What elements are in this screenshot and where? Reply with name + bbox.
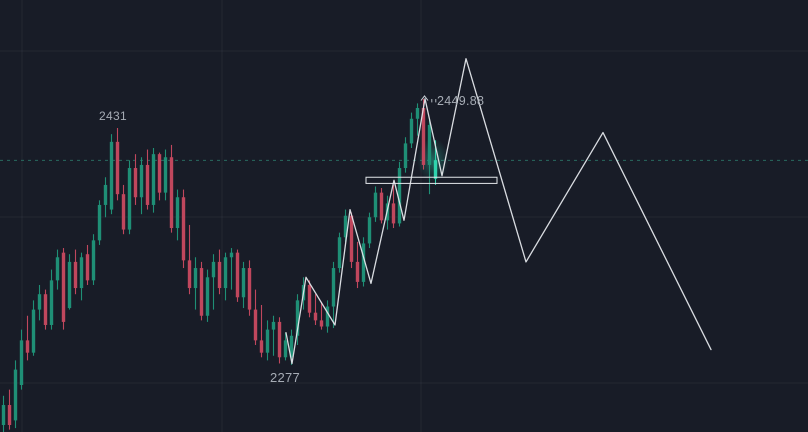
candle-body [151, 154, 156, 205]
candle-body [289, 335, 294, 358]
candle-body [397, 168, 402, 224]
candle-body [379, 192, 384, 221]
candle-body [241, 268, 246, 298]
marker-tick-icon [431, 99, 433, 103]
candle-body [187, 260, 192, 289]
high-caret-icon [420, 95, 429, 101]
candle-body [319, 320, 324, 327]
candle-body [373, 192, 378, 218]
candle-body [127, 168, 132, 230]
candle-body [163, 157, 168, 193]
candle-body [145, 164, 150, 205]
candle-body [49, 280, 54, 325]
candle-body [121, 194, 126, 230]
candle-body [79, 257, 84, 289]
candle-body [115, 141, 120, 195]
candle-body [55, 257, 60, 281]
candle-body [37, 294, 42, 310]
candle-body [409, 118, 414, 144]
candle-body [67, 261, 72, 309]
candle-body [181, 197, 186, 261]
candle-body [361, 243, 366, 282]
candle-body [175, 197, 180, 229]
candle-body [391, 203, 396, 224]
candle-body [349, 215, 354, 262]
candle-body [61, 252, 66, 322]
candle-body [211, 261, 216, 278]
candle-body [109, 141, 114, 210]
candle-body [193, 268, 198, 289]
candle-body [307, 284, 312, 313]
resistance-zone-rectangle[interactable] [365, 176, 498, 184]
low-price-label: 2277 [269, 370, 301, 385]
candle-body [427, 124, 432, 165]
candle-body [103, 184, 108, 205]
candle-body [205, 277, 210, 316]
candle-body [247, 268, 252, 310]
high-price-label: 2449.88 [437, 94, 485, 108]
candle-body [283, 340, 288, 358]
candle-body [337, 237, 342, 269]
candle-body [295, 300, 300, 336]
candle-body [367, 217, 372, 244]
candle-body [223, 257, 228, 289]
zigzag-projection-drawing[interactable] [285, 58, 712, 365]
candle-body [97, 204, 102, 241]
candle-body [403, 143, 408, 169]
candle-body [415, 107, 420, 119]
candle-body [199, 268, 204, 316]
candle-body [1, 405, 6, 426]
candle-body [43, 294, 48, 325]
candle-body [31, 309, 36, 353]
candle-body [331, 268, 336, 307]
candle-body [157, 154, 162, 193]
candle-body [139, 164, 144, 198]
candle-body [91, 240, 96, 281]
candle-body [25, 340, 30, 353]
candle-body [169, 157, 174, 229]
candle-body [7, 405, 12, 426]
candle-body [421, 107, 426, 165]
candle-body [229, 252, 234, 258]
candle-body [13, 369, 18, 421]
candle-body [271, 321, 276, 330]
candle-body [85, 254, 90, 281]
candle-body [343, 215, 348, 238]
candle-body [433, 160, 438, 179]
candle-body [265, 329, 270, 353]
candle-body [313, 312, 318, 321]
candle-body [277, 321, 282, 358]
candle-body [19, 340, 24, 386]
candle-body [355, 261, 360, 282]
marker-tick-icon [435, 99, 437, 103]
candle-body [73, 261, 78, 289]
peak-price-label: 2431 [99, 109, 127, 123]
candle-body [217, 261, 222, 289]
candle-body [325, 306, 330, 327]
candle-body [253, 309, 258, 341]
candle-body [235, 252, 240, 298]
candle-body [259, 340, 264, 353]
candle-body [133, 168, 138, 198]
